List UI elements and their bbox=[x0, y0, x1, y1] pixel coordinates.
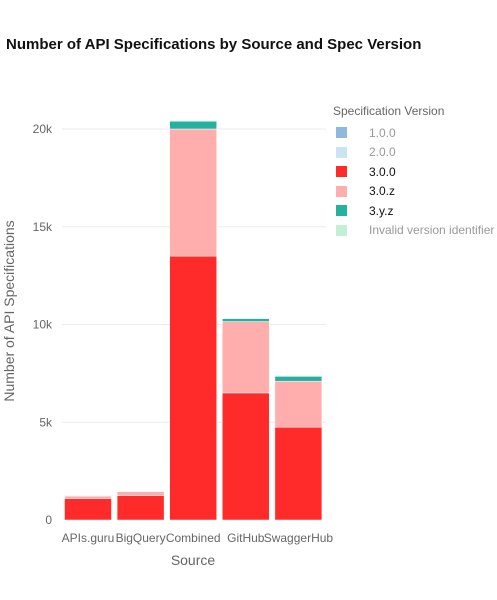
legend-item[interactable]: Invalid version identifier bbox=[333, 221, 494, 241]
legend-title: Specification Version bbox=[333, 104, 445, 118]
bar-segment bbox=[64, 495, 112, 499]
legend-swatch bbox=[336, 205, 347, 217]
y-tick-label: 5k bbox=[39, 415, 53, 429]
bar-segment bbox=[169, 120, 217, 130]
axes: 0 5k 10k 15k 20k APIs.guru BigQuery Combined Git… bbox=[33, 122, 334, 545]
bar-segment bbox=[169, 128, 217, 257]
bar-segment bbox=[222, 317, 270, 319]
legend-label: 1.0.0 bbox=[369, 125, 396, 140]
legend-swatch bbox=[336, 185, 347, 197]
bar-segment bbox=[222, 392, 270, 521]
legend-swatch bbox=[336, 146, 347, 158]
bar-segment bbox=[116, 495, 165, 521]
legend-item[interactable]: 1.0.0 bbox=[333, 123, 494, 143]
legend-item[interactable]: 3.0.z bbox=[333, 182, 494, 202]
legend-label: Invalid version identifier bbox=[369, 223, 495, 238]
bar-segment bbox=[222, 318, 270, 322]
bar-segment bbox=[274, 380, 323, 428]
x-tick-label: SwaggerHub bbox=[264, 531, 334, 545]
y-tick-label: 10k bbox=[33, 318, 53, 332]
bar-segment bbox=[274, 426, 323, 521]
legend-label: 3.0.0 bbox=[369, 164, 396, 179]
bar-segment bbox=[274, 376, 323, 382]
bar-segment bbox=[116, 491, 165, 496]
legend-item[interactable]: 3.0.0 bbox=[333, 162, 494, 182]
legend-item[interactable]: 3.y.z bbox=[333, 201, 494, 221]
bar-segment bbox=[169, 120, 217, 122]
y-axis-title: Number of API Specifications bbox=[1, 220, 17, 401]
bars bbox=[64, 120, 323, 521]
bar-segment bbox=[222, 321, 270, 394]
bar-segment bbox=[169, 255, 217, 521]
legend: Specification Version 1.0.0 2.0.0 3.0.0 3.0… bbox=[333, 104, 494, 240]
bar-segment bbox=[64, 498, 112, 521]
x-tick-label: GitHub bbox=[227, 531, 265, 545]
legend-label: 2.0.0 bbox=[369, 145, 396, 160]
y-tick-label: 0 bbox=[45, 513, 52, 527]
y-tick-label: 20k bbox=[33, 122, 53, 136]
legend-swatch bbox=[336, 224, 347, 236]
x-tick-label: BigQuery bbox=[116, 531, 166, 545]
x-tick-label: Combined bbox=[166, 531, 221, 545]
legend-label: 3.0.z bbox=[369, 184, 396, 199]
chart-title: Number of API Specifications by Source a… bbox=[6, 36, 422, 53]
x-axis-title: Source bbox=[171, 552, 216, 568]
x-tick-label: APIs.guru bbox=[62, 531, 115, 545]
legend-swatch bbox=[336, 127, 347, 139]
legend-item[interactable]: 2.0.0 bbox=[333, 143, 494, 163]
legend-label: 3.y.z bbox=[369, 203, 394, 218]
legend-swatch bbox=[336, 166, 347, 178]
legend-items: 1.0.0 2.0.0 3.0.0 3.0.z 3.y.z Invalid version… bbox=[333, 123, 494, 240]
y-tick-label: 15k bbox=[33, 220, 53, 234]
